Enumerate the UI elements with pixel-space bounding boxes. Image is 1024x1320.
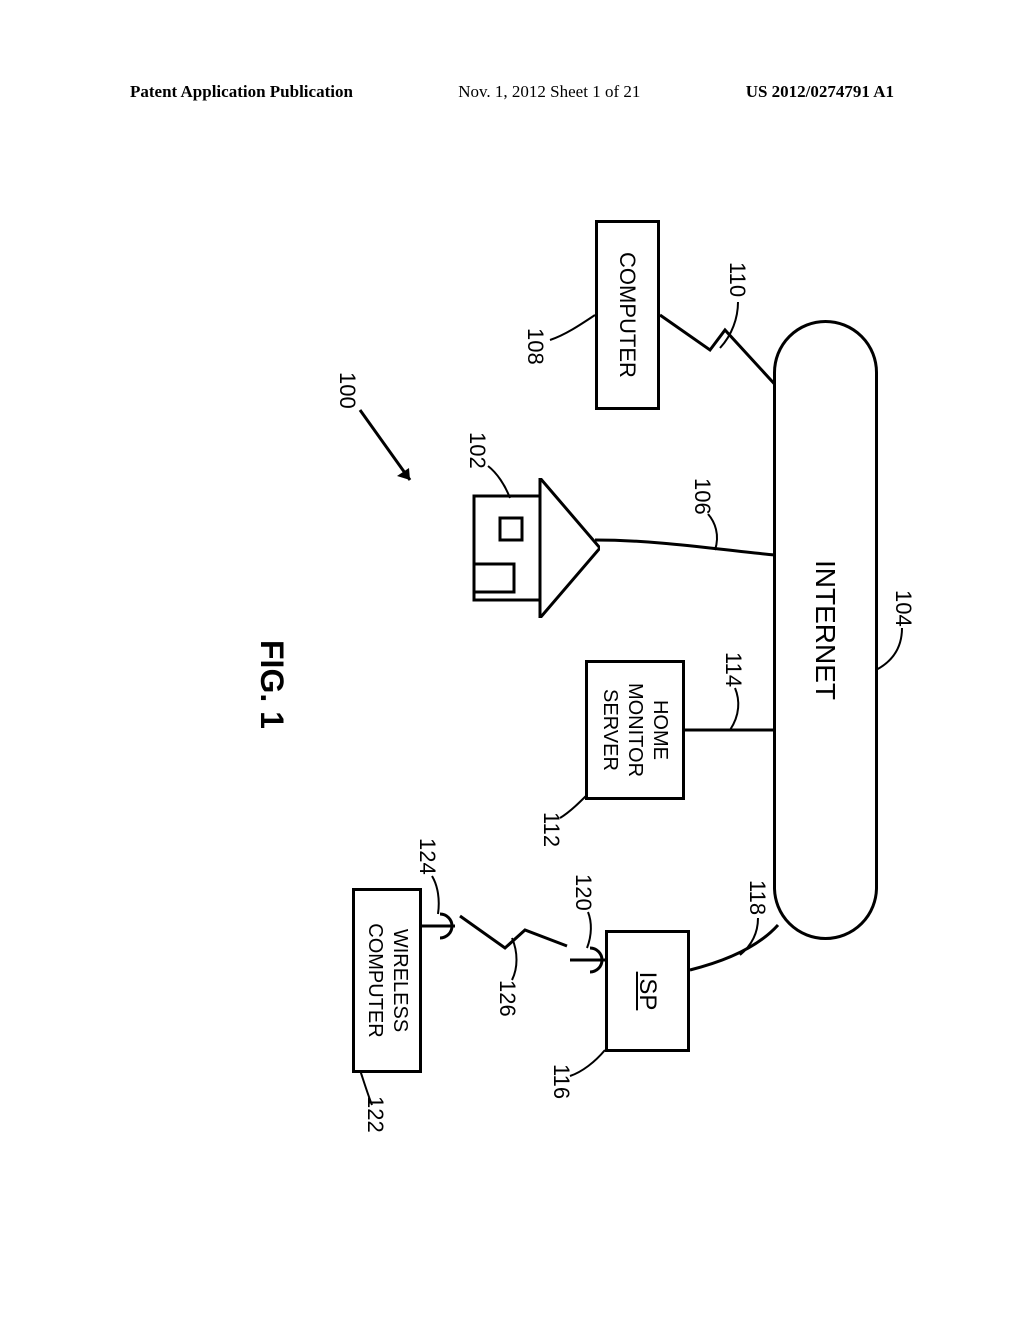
internet-cloud: INTERNET (773, 320, 878, 940)
ref-126: 126 (494, 980, 520, 1017)
ref-110: 110 (724, 262, 750, 297)
page-header: Patent Application Publication Nov. 1, 2… (0, 82, 1024, 102)
ref-122: 122 (362, 1096, 388, 1133)
page: Patent Application Publication Nov. 1, 2… (0, 0, 1024, 1320)
home-monitor-server-label: HOME MONITOR SERVER (598, 683, 673, 777)
header-right: US 2012/0274791 A1 (746, 82, 894, 102)
internet-label: INTERNET (810, 560, 842, 700)
figure-wrap: INTERNET 104 COMPUTER 108 110 102 106 HO… (130, 200, 890, 1180)
wireless-computer-label: WIRELESS COMPUTER (362, 923, 412, 1037)
isp-box: ISP (605, 930, 690, 1052)
header-left: Patent Application Publication (130, 82, 353, 102)
house-icon (460, 478, 600, 618)
ref-112: 112 (538, 812, 564, 847)
ref-118: 118 (744, 880, 770, 915)
wireless-computer-box: WIRELESS COMPUTER (352, 888, 422, 1073)
ref-106: 106 (689, 478, 715, 515)
home-monitor-server-box: HOME MONITOR SERVER (585, 660, 685, 800)
ref-116: 116 (548, 1064, 574, 1099)
computer-box: COMPUTER (595, 220, 660, 410)
ref-100: 100 (334, 372, 360, 409)
ref-108: 108 (522, 328, 548, 365)
ref-114: 114 (720, 652, 746, 687)
figure: INTERNET 104 COMPUTER 108 110 102 106 HO… (130, 200, 890, 1180)
ref-102: 102 (464, 432, 490, 469)
header-center: Nov. 1, 2012 Sheet 1 of 21 (458, 82, 640, 102)
computer-label: COMPUTER (614, 252, 642, 378)
ref-104: 104 (890, 590, 916, 627)
ref-120: 120 (570, 874, 596, 911)
figure-title: FIG. 1 (253, 640, 290, 729)
ref-124: 124 (414, 838, 440, 875)
isp-label: ISP (633, 972, 663, 1011)
